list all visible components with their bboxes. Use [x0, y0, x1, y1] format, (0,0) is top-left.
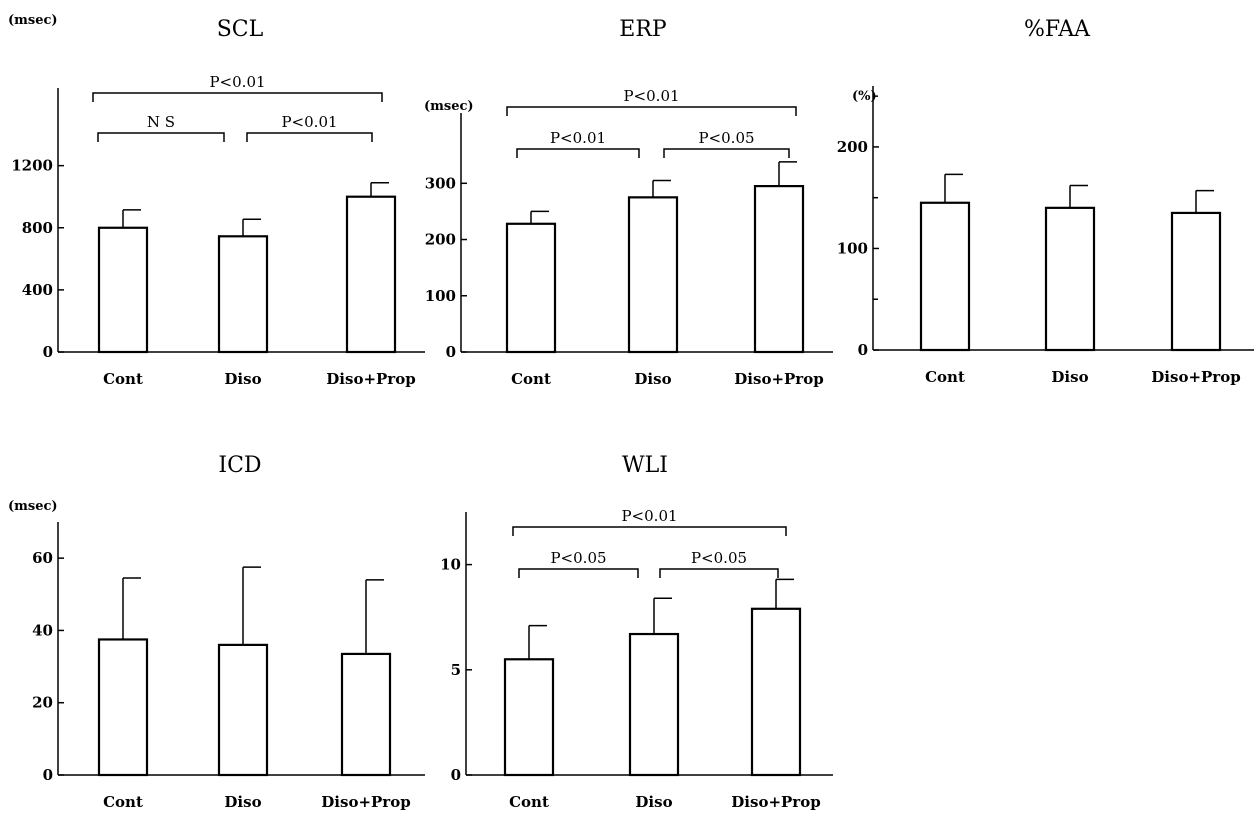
faa-y-tick-label: 200	[837, 138, 868, 156]
erp-bar-diso-prop	[753, 185, 805, 354]
erp-unit-label: (msec)	[424, 99, 474, 114]
scl-significance-bracket	[246, 132, 373, 142]
wli-title: WLI	[622, 453, 668, 478]
scl-significance-bracket	[92, 92, 383, 102]
icd-y-tick-label: 60	[32, 549, 53, 567]
icd-unit-label: (msec)	[8, 499, 58, 514]
icd-bar-cont	[97, 638, 149, 777]
icd-category-label: Diso+Prop	[321, 793, 410, 811]
scl-y-tick-label: 800	[22, 219, 53, 237]
erp-significance-bracket	[663, 148, 790, 158]
icd-category-label: Diso	[224, 793, 261, 811]
wli-category-label: Diso+Prop	[731, 793, 820, 811]
scl-bar-diso-prop	[345, 195, 397, 354]
wli-significance-bracket	[518, 568, 639, 578]
erp-y-tick-label: 0	[446, 343, 456, 361]
erp-category-label: Diso	[634, 370, 671, 388]
wli-significance-label: P<0.01	[621, 507, 677, 525]
icd-bar-diso	[217, 643, 269, 777]
faa-bar-diso-prop	[1170, 211, 1222, 352]
icd-bar-diso-prop	[340, 652, 392, 777]
wli-category-label: Diso	[635, 793, 672, 811]
scl-bar-cont	[97, 226, 149, 354]
erp-y-tick-label: 300	[425, 174, 456, 192]
erp-title: ERP	[619, 17, 667, 42]
icd-y-tick-label: 20	[32, 694, 53, 712]
icd-title: ICD	[218, 453, 261, 478]
scl-y-tick-label: 400	[22, 281, 53, 299]
erp-significance-bracket	[506, 106, 797, 116]
erp-significance-label: P<0.05	[698, 129, 754, 147]
wli-significance-label: P<0.05	[550, 549, 606, 567]
erp-y-tick-label: 200	[425, 231, 456, 249]
scl-unit-label: (msec)	[8, 13, 58, 28]
faa-bar-cont	[919, 201, 971, 352]
scl-category-label: Diso	[224, 370, 261, 388]
icd-y-tick-label: 0	[43, 766, 53, 784]
icd-category-label: Cont	[103, 793, 143, 811]
scl-significance-label: N S	[147, 113, 175, 131]
faa-category-label: Cont	[925, 368, 965, 386]
wli-y-tick-label: 0	[451, 766, 461, 784]
faa-unit-label: (%)	[852, 89, 877, 104]
wli-significance-bracket	[512, 526, 787, 536]
wli-bar-diso	[628, 632, 680, 777]
wli-significance-bracket	[659, 568, 779, 578]
wli-bar-cont	[503, 658, 555, 777]
scl-category-label: Diso+Prop	[326, 370, 415, 388]
erp-significance-bracket	[516, 148, 640, 158]
erp-category-label: Diso+Prop	[734, 370, 823, 388]
scl-bar-diso	[217, 235, 269, 354]
scl-significance-label: P<0.01	[209, 73, 265, 91]
faa-title: %FAA	[1024, 17, 1091, 42]
icd-y-tick-label: 40	[32, 621, 53, 639]
erp-y-tick-label: 100	[425, 287, 456, 305]
wli-significance-label: P<0.05	[691, 549, 747, 567]
erp-category-label: Cont	[511, 370, 551, 388]
faa-bar-diso	[1044, 206, 1096, 352]
scl-category-label: Cont	[103, 370, 143, 388]
erp-significance-label: P<0.01	[623, 87, 679, 105]
erp-bar-diso	[627, 196, 679, 354]
wli-y-tick-label: 5	[451, 661, 461, 679]
faa-category-label: Diso	[1051, 368, 1088, 386]
wli-bar-diso-prop	[750, 607, 802, 777]
wli-y-tick-label: 10	[440, 556, 461, 574]
scl-title: SCL	[217, 17, 264, 42]
scl-y-tick-label: 1200	[11, 157, 53, 175]
erp-significance-label: P<0.01	[550, 129, 606, 147]
wli-category-label: Cont	[509, 793, 549, 811]
faa-y-tick-label: 100	[837, 239, 868, 257]
scl-y-tick-label: 0	[43, 343, 53, 361]
scl-significance-bracket	[97, 132, 225, 142]
faa-category-label: Diso+Prop	[1151, 368, 1240, 386]
scl-significance-label: P<0.01	[281, 113, 337, 131]
erp-bar-cont	[505, 222, 557, 354]
faa-y-tick-label: 0	[858, 341, 868, 359]
